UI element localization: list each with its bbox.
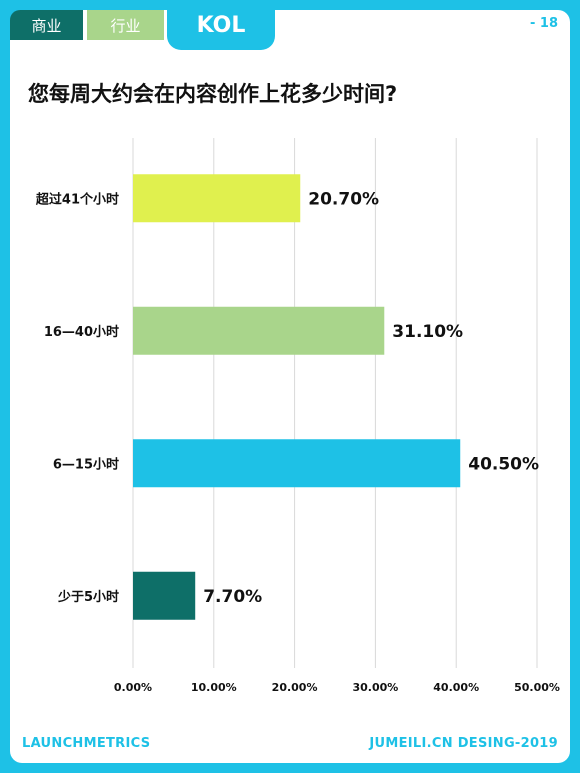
category-label: 16—40小时 [44,324,119,340]
data-label: 7.70% [203,587,262,607]
category-label: 少于5小时 [57,589,119,605]
content-card [10,10,570,763]
x-tick-label: 30.00% [352,681,398,694]
category-label: 6—15小时 [53,456,119,472]
bar [133,439,461,488]
footer-source: LAUNCHMETRICS [22,736,151,751]
x-tick-label: 20.00% [272,681,318,694]
x-tick-label: 10.00% [191,681,237,694]
bar [133,571,196,620]
tab-business[interactable]: 商业 [10,10,83,40]
x-tick-label: 50.00% [514,681,560,694]
tab-kol[interactable]: KOL [167,0,275,50]
data-label: 40.50% [468,454,539,474]
x-tick-label: 0.00% [114,681,152,694]
chart-title: 您每周大约会在内容创作上花多少时间? [28,82,398,106]
footer-credit: JUMEILI.CN DESING-2019 [369,736,558,751]
tab-industry[interactable]: 行业 [87,10,164,40]
data-label: 20.70% [308,189,379,209]
category-label: 超过41个小时 [36,191,119,207]
data-label: 31.10% [392,322,463,342]
bar [133,174,301,223]
page-number: - 18 [529,16,558,31]
x-tick-label: 40.00% [433,681,479,694]
bar [133,306,385,355]
